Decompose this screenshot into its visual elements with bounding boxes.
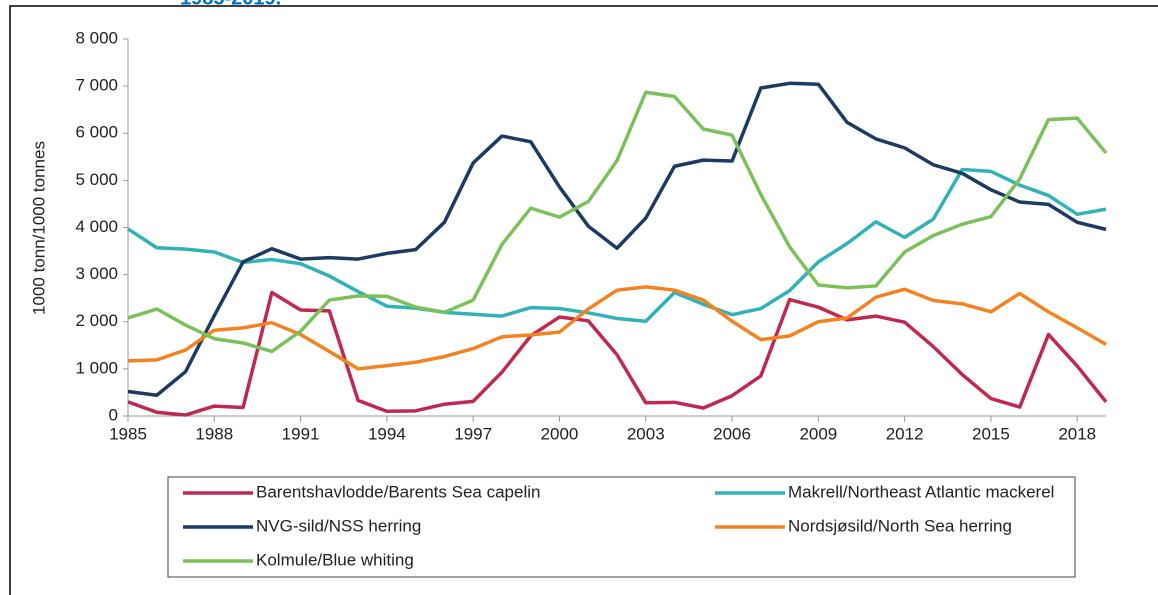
legend-label: NVG-sild/NSS herring (256, 516, 421, 535)
y-tick-label: 3 000 (75, 264, 118, 283)
legend-label: Makrell/Northeast Atlantic mackerel (788, 482, 1054, 501)
y-tick-label: 7 000 (75, 76, 118, 95)
series-line (127, 290, 1108, 417)
y-tick-label: 0 (109, 405, 118, 424)
legend-box (167, 476, 1076, 578)
x-tick-label: 1988 (195, 424, 233, 443)
x-tick-label: 2003 (627, 424, 665, 443)
y-tick-label: 1 000 (75, 358, 118, 377)
y-tick-label: 6 000 (75, 123, 118, 142)
series-line (127, 81, 1107, 398)
y-axis-title: 1000 tonn/1000 tonnes (29, 141, 48, 315)
x-tick-label: 2009 (799, 424, 837, 443)
x-tick-label: 2015 (972, 424, 1010, 443)
x-tick-label: 1985 (109, 424, 147, 443)
x-tick-label: 1997 (454, 424, 492, 443)
series-line (127, 167, 1107, 324)
x-tick-label: 1991 (282, 424, 320, 443)
chart-subtitle: 1985-2019. (180, 0, 281, 9)
x-tick-label: 1994 (368, 424, 406, 443)
x-tick-label: 2012 (886, 424, 924, 443)
x-tick-label: 2006 (713, 424, 751, 443)
y-tick-label: 2 000 (75, 311, 118, 330)
legend-label: Barentshavlodde/Barents Sea capelin (256, 482, 540, 501)
legend-label: Nordsjøsild/North Sea herring (788, 516, 1012, 535)
y-tick-label: 4 000 (75, 217, 118, 236)
x-tick-label: 2000 (541, 424, 579, 443)
series-line (127, 90, 1108, 354)
y-tick-label: 5 000 (75, 170, 118, 189)
x-tick-label: 2018 (1058, 424, 1096, 443)
series-line (127, 285, 1107, 371)
y-tick-label: 8 000 (75, 28, 118, 47)
legend-label: Kolmule/Blue whiting (256, 550, 414, 569)
